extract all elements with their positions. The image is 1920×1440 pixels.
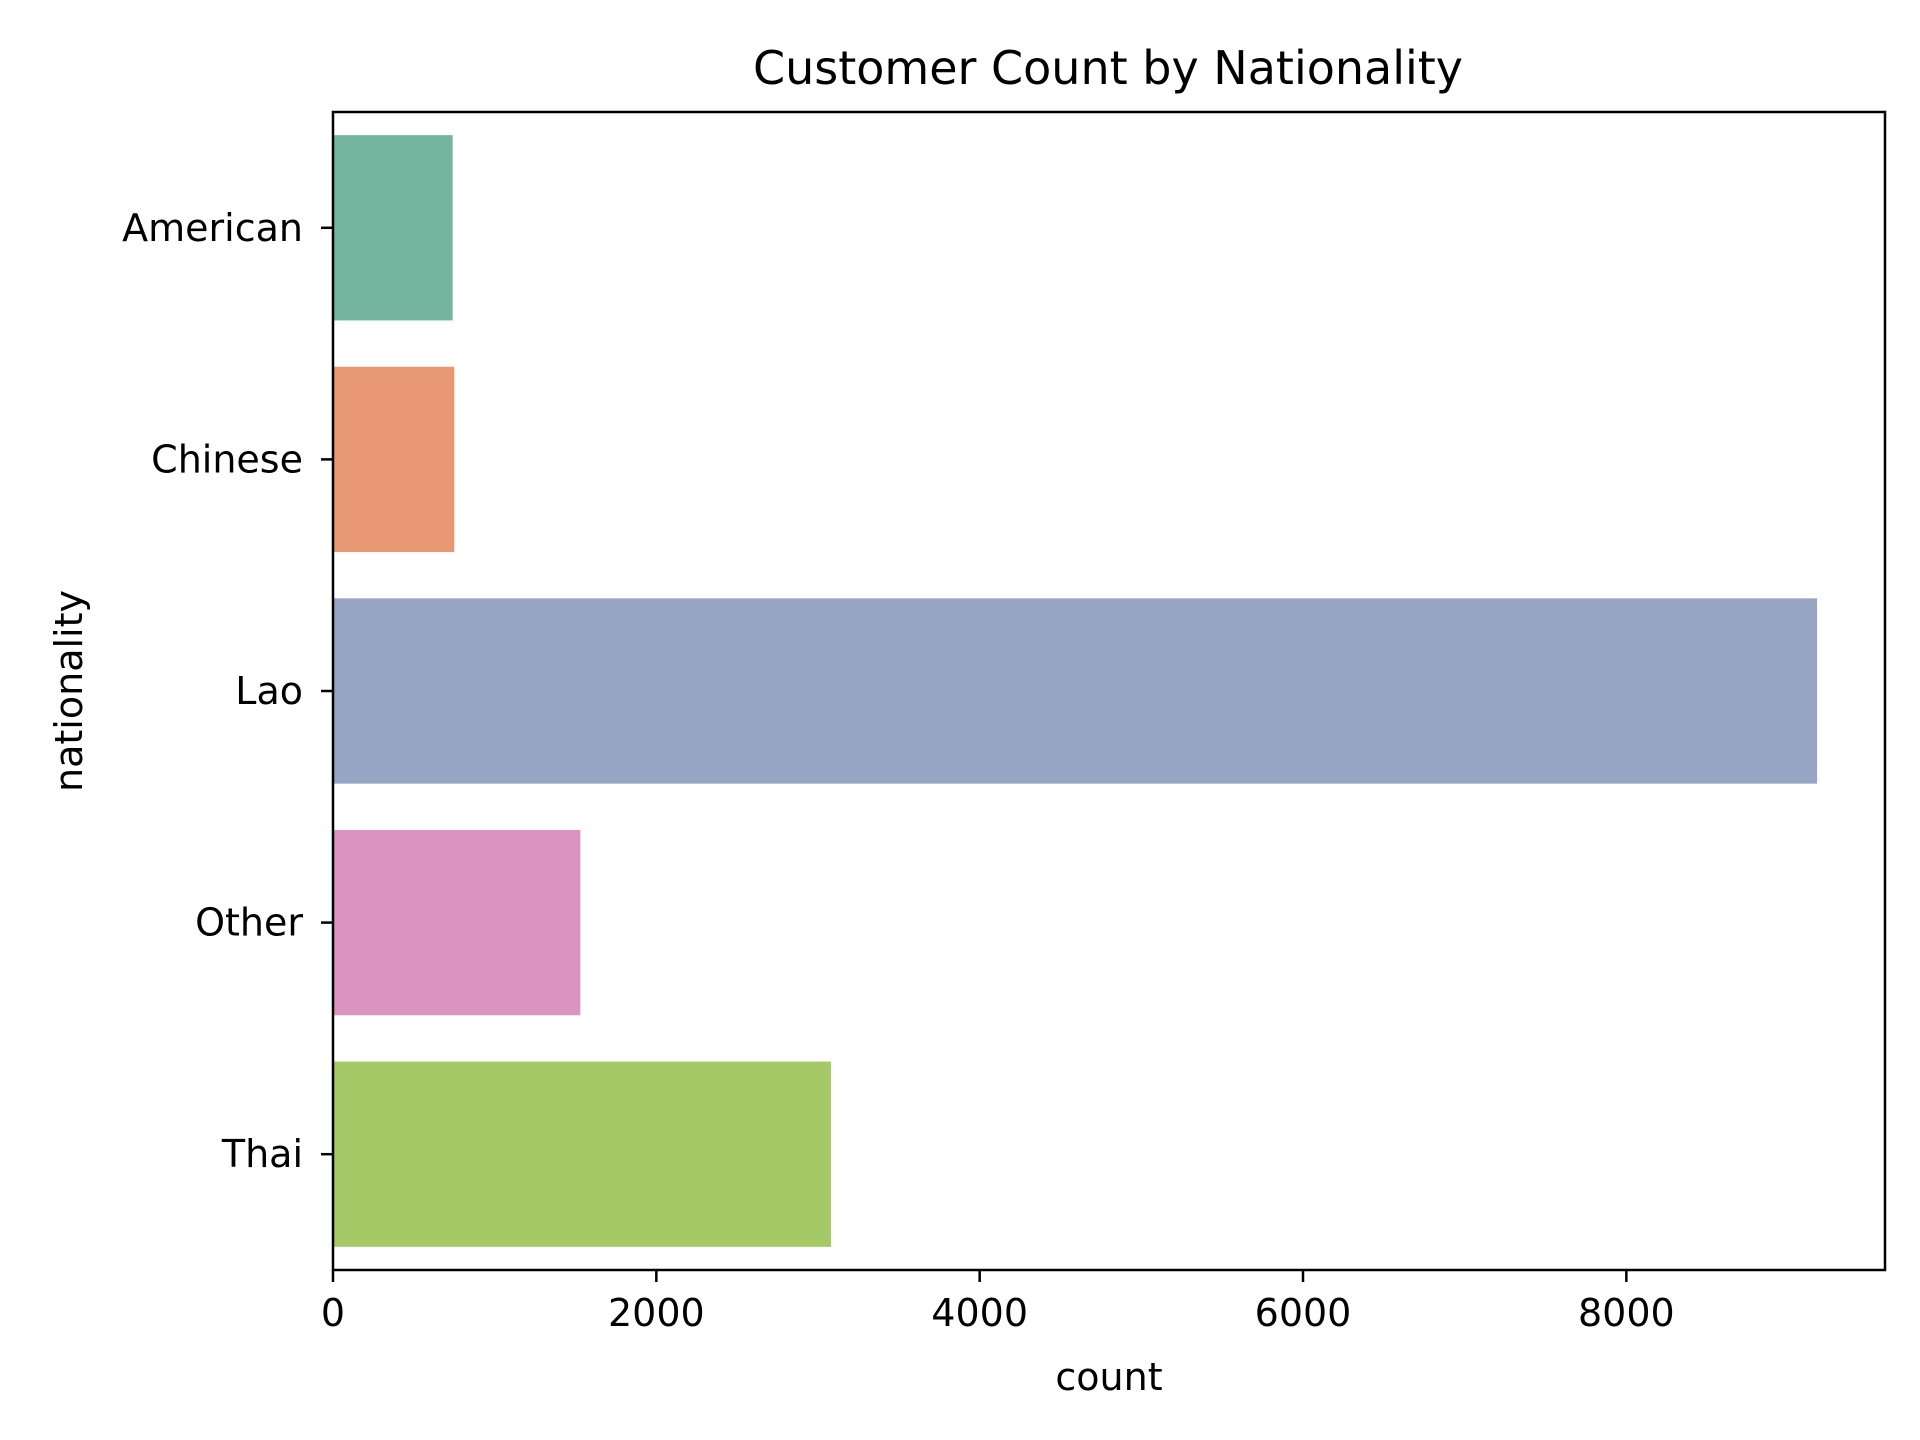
y-tick-label-lao: Lao	[235, 669, 303, 713]
bar-other	[333, 829, 581, 1016]
y-tick-label-other: Other	[195, 901, 303, 945]
x-tick-label-0: 0	[321, 1291, 345, 1335]
y-tick-label-chinese: Chinese	[151, 437, 303, 481]
y-axis: American Chinese Lao Other Thai	[122, 206, 333, 1176]
x-tick-label-4000: 4000	[931, 1291, 1028, 1335]
y-tick-label-american: American	[122, 206, 303, 250]
bars-layer	[333, 135, 1818, 1247]
bar-american	[333, 135, 453, 321]
x-axis: 0 2000 4000 6000 8000	[321, 1270, 1675, 1335]
y-axis-label: nationality	[47, 590, 91, 792]
chart-title: Customer Count by Nationality	[753, 41, 1463, 95]
plot-frame	[331, 110, 1887, 1272]
x-tick-label-8000: 8000	[1578, 1291, 1675, 1335]
x-tick-label-6000: 6000	[1255, 1291, 1352, 1335]
bar-lao	[333, 598, 1818, 784]
x-axis-label: count	[1055, 1355, 1162, 1399]
x-tick-label-2000: 2000	[608, 1291, 705, 1335]
bar-chinese	[333, 366, 455, 553]
y-tick-label-thai: Thai	[221, 1132, 303, 1176]
bar-thai	[333, 1061, 831, 1247]
